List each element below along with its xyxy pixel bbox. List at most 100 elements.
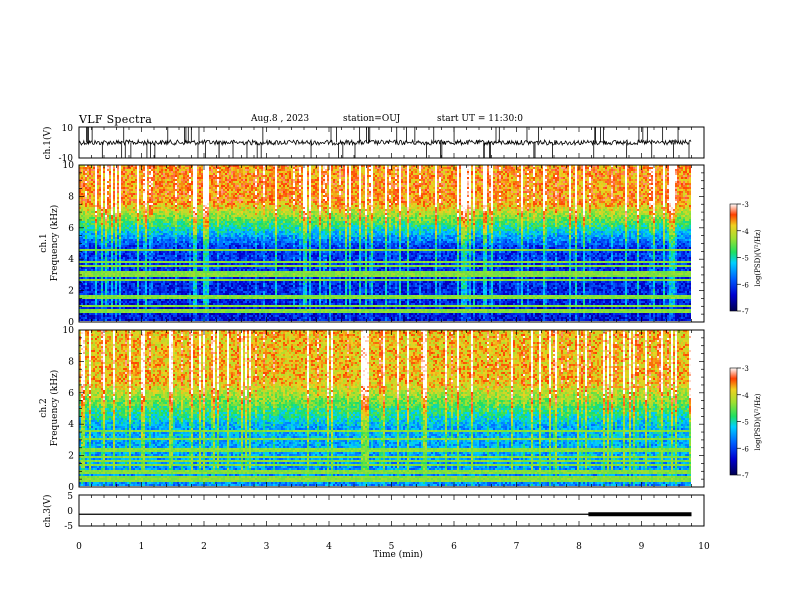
spectrogram-cell (187, 235, 189, 237)
spectrogram-cell (119, 209, 121, 211)
spectrogram-cell (133, 271, 135, 273)
spectrogram-cell (125, 257, 127, 259)
spectrogram-cell (103, 205, 105, 207)
spectrogram-cell (197, 269, 199, 271)
spectrogram-cell (161, 219, 163, 221)
spectrogram-cell (89, 295, 91, 297)
spectrogram-cell (83, 275, 85, 277)
spectrogram-cell (97, 259, 99, 261)
spectrogram-cell (189, 165, 191, 167)
spectrogram-cell (169, 185, 171, 187)
spectrogram-cell (129, 293, 131, 295)
spectrogram-cell (125, 229, 127, 231)
spectrogram-cell (133, 259, 135, 261)
spectrogram-cell (181, 231, 183, 233)
spectrogram-cell (157, 275, 159, 277)
spectrogram-cell (179, 247, 181, 249)
spectrogram-cell (167, 247, 169, 249)
spectrogram-cell (111, 313, 113, 315)
spectrogram-cell (91, 169, 93, 171)
spectrogram-cell (185, 261, 187, 263)
spectrogram-cell (119, 217, 121, 219)
spectrogram-cell (147, 289, 149, 291)
spectrogram-cell (165, 251, 167, 253)
spectrogram-cell (99, 169, 101, 171)
spectrogram-cell (181, 259, 183, 261)
spectrogram-cell (155, 285, 157, 287)
spectrogram-cell (109, 237, 111, 239)
spectrogram-cell (139, 237, 141, 239)
spectrogram-cell (137, 183, 139, 185)
spectrogram-cell (115, 255, 117, 257)
spectrogram-cell (161, 295, 163, 297)
spectrogram-cell (99, 237, 101, 239)
spectrogram-cell (179, 175, 181, 177)
spectrogram-cell (195, 213, 197, 215)
spectrogram-cell (91, 179, 93, 181)
spectrogram-cell (139, 277, 141, 279)
spectrogram-cell (141, 307, 143, 309)
spectrogram-cell (87, 167, 89, 169)
spectrogram-cell (127, 201, 129, 203)
spectrogram-cell (169, 225, 171, 227)
spectrogram-cell (111, 199, 113, 201)
spectrogram-cell (93, 189, 95, 191)
spectrogram-cell (95, 173, 97, 175)
spectrogram-cell (99, 219, 101, 221)
spectrogram-cell (175, 297, 177, 299)
spectrogram-cell (139, 177, 141, 179)
spectrogram-cell (107, 235, 109, 237)
spectrogram-cell (115, 273, 117, 275)
spectrogram-cell (167, 319, 169, 321)
spectrogram-cell (187, 319, 189, 321)
spectrogram-cell (81, 207, 83, 209)
spectrogram-cell (93, 283, 95, 285)
spectrogram-cell (97, 245, 99, 247)
spectrogram-cell (97, 241, 99, 243)
spectrogram-cell (191, 245, 193, 247)
spectrogram-cell (123, 223, 125, 225)
spectrogram-cell (97, 309, 99, 311)
spectrogram-cell (137, 221, 139, 223)
spectrogram-cell (117, 245, 119, 247)
spectrogram-cell (153, 225, 155, 227)
spectrogram-cell (141, 261, 143, 263)
spectrogram-cell (145, 279, 147, 281)
spectrogram-cell (103, 225, 105, 227)
spectrogram-cell (107, 191, 109, 193)
spectrogram-cell (87, 185, 89, 187)
spectrogram-cell (159, 259, 161, 261)
spectrogram-cell (117, 311, 119, 313)
spectrogram-cell (121, 253, 123, 255)
spectrogram-cell (87, 283, 89, 285)
spectrogram-cell (165, 227, 167, 229)
spectrogram-cell (101, 309, 103, 311)
spectrogram-cell (107, 249, 109, 251)
spectrogram-cell (113, 173, 115, 175)
spectrogram-cell (93, 307, 95, 309)
spectrogram-cell (145, 179, 147, 181)
spectrogram-cell (165, 237, 167, 239)
spectrogram-cell (187, 257, 189, 259)
spectrogram-cell (147, 173, 149, 175)
spectrogram-cell (109, 213, 111, 215)
spectrogram-cell (163, 239, 165, 241)
spectrogram-cell (91, 245, 93, 247)
spectrogram-cell (81, 217, 83, 219)
spectrogram-cell (181, 269, 183, 271)
spectrogram-cell (129, 255, 131, 257)
spectrogram-cell (155, 217, 157, 219)
spectrogram-cell (107, 265, 109, 267)
spectrogram-cell (121, 293, 123, 295)
spectrogram-cell (143, 227, 145, 229)
spectrogram-cell (139, 279, 141, 281)
spectrogram-cell (79, 167, 81, 169)
spectrogram-cell (131, 183, 133, 185)
spectrogram-cell (107, 269, 109, 271)
spectrogram-cell (89, 309, 91, 311)
spectrogram-cell (153, 231, 155, 233)
spectrogram-cell (125, 253, 127, 255)
spectrogram-cell (163, 251, 165, 253)
spectrogram-cell (107, 305, 109, 307)
spectrogram-cell (147, 181, 149, 183)
